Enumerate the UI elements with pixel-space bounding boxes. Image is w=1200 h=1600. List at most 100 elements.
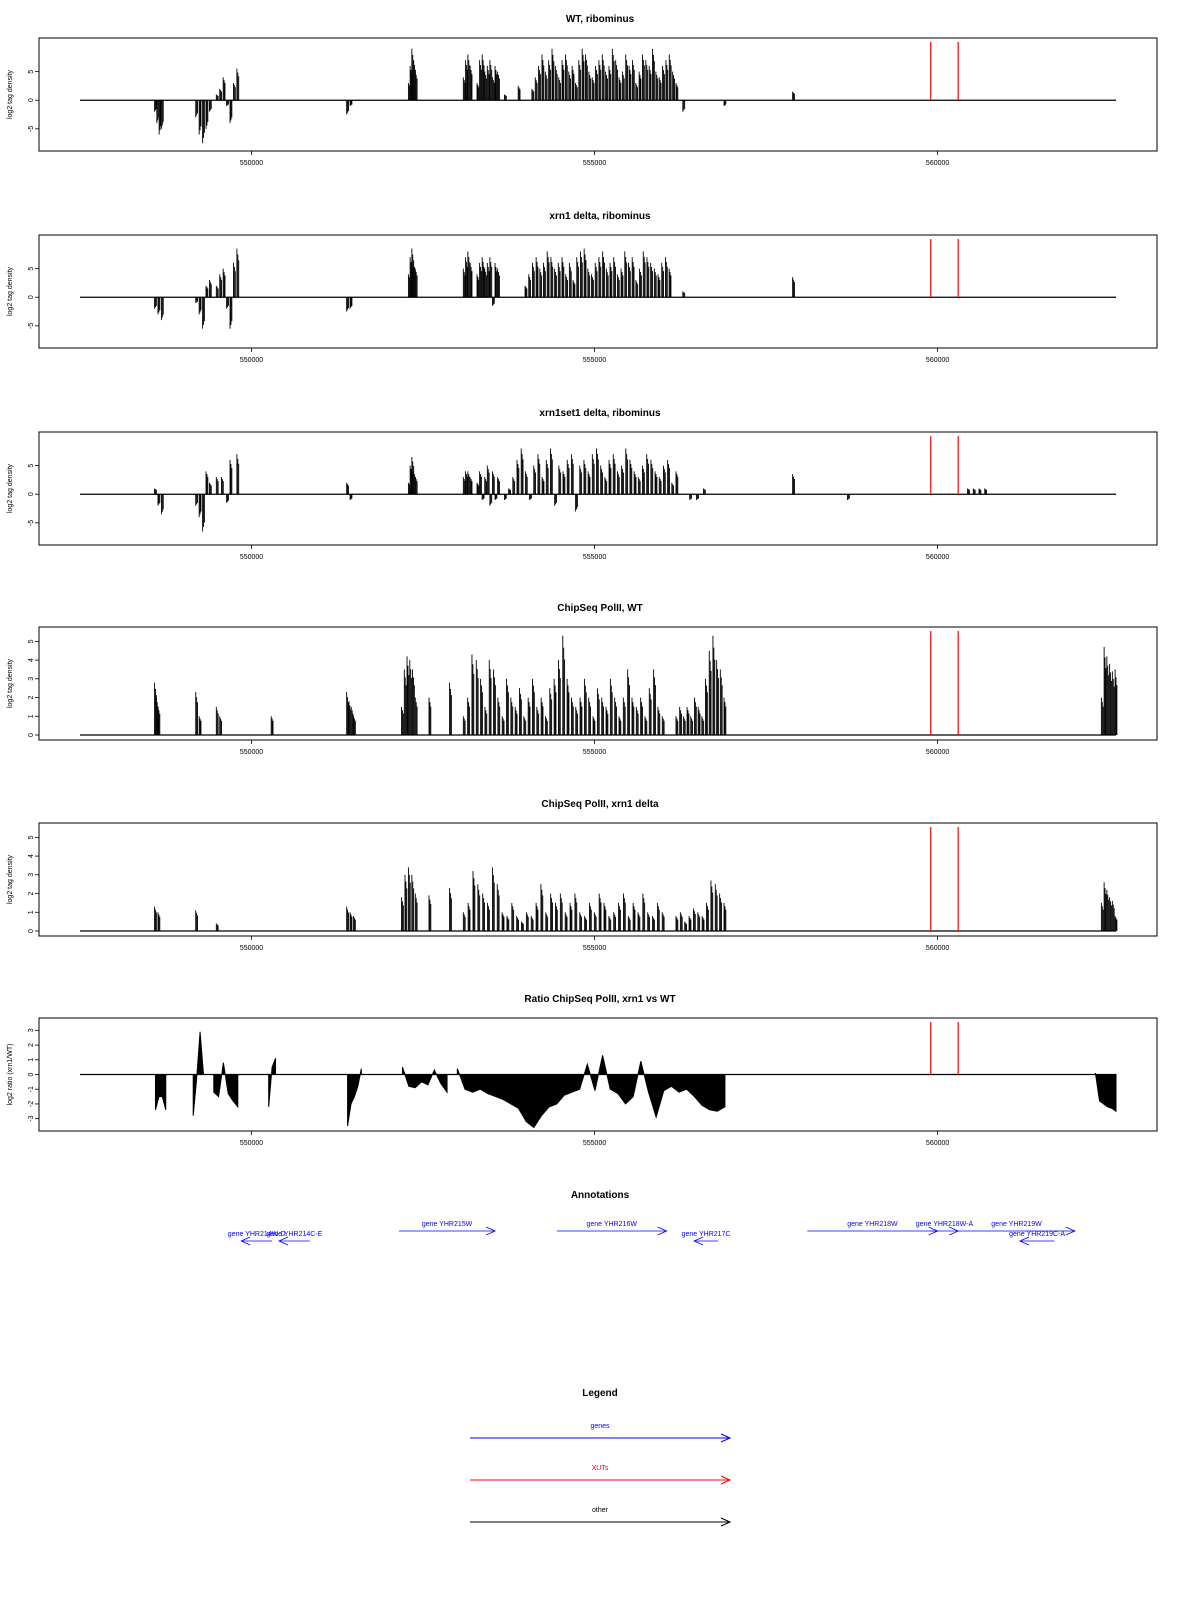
plot-frame <box>38 822 1158 937</box>
panel-1: WT, ribominus -5 0 5 log2 tag density 550000 5… <box>7 14 1158 167</box>
y-tick-label: 3 <box>28 677 35 681</box>
gene-label: gene YHR218W-A <box>916 1221 974 1228</box>
y-tick-label: 5 <box>28 70 35 74</box>
y-tick-label: -1 <box>28 1086 35 1092</box>
panel-title: Ratio ChipSeq PolII, xrn1 vs WT <box>524 994 675 1005</box>
legend-label: genes <box>590 1423 610 1430</box>
y-tick-label: 5 <box>28 464 35 468</box>
gene-arrowhead <box>485 1226 497 1236</box>
y-tick-label: 2 <box>28 695 35 699</box>
x-tick-label: 555000 <box>583 357 606 364</box>
gene-arrowhead <box>240 1236 251 1246</box>
x-tick-label: 555000 <box>583 160 606 167</box>
ratio-area-segment <box>192 1031 205 1116</box>
y-tick-label: 1 <box>28 910 35 914</box>
panel-title: WT, ribominus <box>566 14 635 25</box>
panel-title: ChipSeq PolII, xrn1 delta <box>541 799 659 810</box>
plot-frame <box>38 234 1158 349</box>
ratio-area-segment <box>401 1066 448 1094</box>
y-axis-label: log2 tag density <box>7 658 14 708</box>
y-tick-label: 5 <box>28 267 35 271</box>
gene-arrowhead <box>657 1226 668 1236</box>
panel-title: ChipSeq PolII, WT <box>557 603 643 614</box>
y-axis-label: log2 tag density <box>7 69 14 119</box>
y-tick-label: 2 <box>28 891 35 895</box>
x-tick-label: 560000 <box>926 357 949 364</box>
gene-label: gene YHR215W <box>422 1221 473 1228</box>
y-tick-label: -3 <box>28 1115 35 1121</box>
x-tick-label: 550000 <box>240 749 263 756</box>
x-tick-label: 555000 <box>583 554 606 561</box>
x-tick-label: 550000 <box>240 554 263 561</box>
gene-label: gene YHR218W <box>847 1221 898 1228</box>
ratio-area-segment <box>1094 1072 1117 1113</box>
y-axis-label: log2 tag density <box>7 266 14 316</box>
x-tick-label: 555000 <box>583 1140 606 1147</box>
x-tick-label: 560000 <box>926 749 949 756</box>
y-tick-label: 1 <box>28 714 35 718</box>
x-tick-label: 560000 <box>926 160 949 167</box>
annotations-title: Annotations <box>571 1190 630 1201</box>
x-tick-label: 550000 <box>240 357 263 364</box>
panel-4: ChipSeq PolII, WT 0 1 2 3 4 5 log2 tag density 5… <box>7 603 1158 756</box>
gene-arrowhead <box>1018 1236 1030 1246</box>
x-tick-label: 555000 <box>583 749 606 756</box>
legend-arrowhead <box>720 1433 732 1443</box>
y-tick-label: 0 <box>28 1072 35 1076</box>
legend-label: other <box>592 1507 609 1514</box>
x-tick-label: 550000 <box>240 160 263 167</box>
y-tick-label: 4 <box>28 854 35 858</box>
y-tick-label: -5 <box>28 323 35 329</box>
gene-label: gene YHR216W <box>586 1221 637 1228</box>
y-tick-label: -2 <box>28 1101 35 1107</box>
panel-title: xrn1set1 delta, ribominus <box>539 408 661 419</box>
legend-arrowhead <box>720 1517 732 1527</box>
legend-panel: Legend genes XUTs other <box>470 1388 732 1527</box>
y-tick-label: 0 <box>28 295 35 299</box>
ratio-area-segment <box>213 1062 239 1109</box>
gene-label: gene YHR219W <box>991 1221 1042 1228</box>
legend-label: XUTs <box>592 1465 609 1472</box>
legend-arrowhead <box>720 1475 732 1485</box>
plot-frame <box>38 431 1158 546</box>
y-tick-label: 3 <box>28 873 35 877</box>
x-tick-label: 560000 <box>926 945 949 952</box>
panel-title: xrn1 delta, ribominus <box>549 211 651 222</box>
y-tick-label: 5 <box>28 639 35 643</box>
y-tick-label: 0 <box>28 929 35 933</box>
x-tick-label: 560000 <box>926 1140 949 1147</box>
x-tick-label: 560000 <box>926 554 949 561</box>
gene-label: gene YHR217C <box>682 1231 731 1238</box>
gene-label: gene YHR214W-D <box>228 1231 286 1238</box>
gene-arrowhead <box>1065 1226 1076 1236</box>
y-tick-label: 0 <box>28 733 35 737</box>
y-tick-label: -5 <box>28 126 35 132</box>
x-tick-label: 550000 <box>240 1140 263 1147</box>
y-tick-label: 0 <box>28 492 35 496</box>
gene-arrowhead <box>277 1236 289 1246</box>
panel-6: Ratio ChipSeq PolII, xrn1 vs WT -3 -2 -1 0 1 2… <box>7 994 1158 1147</box>
x-tick-label: 550000 <box>240 945 263 952</box>
gene-label: gene YHR219C-A <box>1009 1231 1065 1238</box>
y-tick-label: -5 <box>28 520 35 526</box>
ratio-area-segment <box>456 1055 726 1129</box>
panel-2: xrn1 delta, ribominus -5 0 5 log2 tag densit… <box>7 211 1158 364</box>
panel-5: ChipSeq PolII, xrn1 delta 0 1 2 3 4 5 log2 tag … <box>7 799 1158 952</box>
gene-arrowhead <box>693 1236 704 1246</box>
y-tick-label: 4 <box>28 658 35 662</box>
y-axis-label: log2 tag density <box>7 463 14 513</box>
legend-title: Legend <box>582 1388 618 1399</box>
ratio-area-segment <box>268 1058 277 1107</box>
y-tick-label: 0 <box>28 98 35 102</box>
y-tick-label: 3 <box>28 1028 35 1032</box>
ratio-area-segment <box>347 1068 362 1127</box>
y-axis-label: log2 tag density <box>7 854 14 904</box>
x-tick-label: 555000 <box>583 945 606 952</box>
ratio-area-segment <box>154 1074 167 1110</box>
panel-3: xrn1set1 delta, ribominus -5 0 5 log2 tag de… <box>7 408 1158 561</box>
plot-frame <box>38 626 1158 741</box>
y-tick-label: 1 <box>28 1058 35 1062</box>
y-tick-label: 2 <box>28 1043 35 1047</box>
